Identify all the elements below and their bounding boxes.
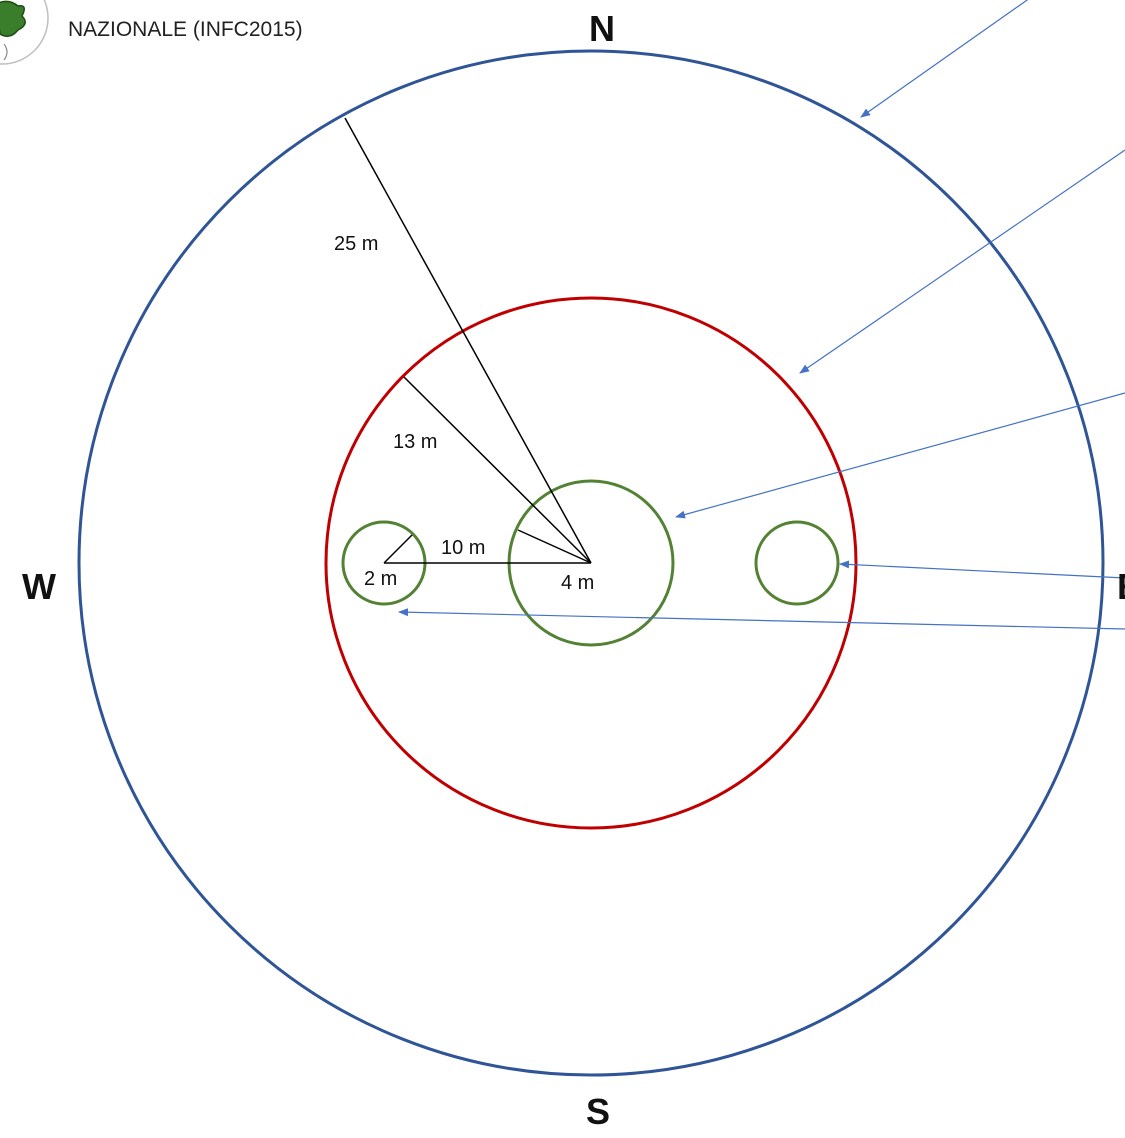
pointer-arrow-east-small bbox=[839, 560, 1125, 579]
pointer-arrow-middle bbox=[799, 149, 1125, 374]
label-radius-2m: 2 m bbox=[364, 568, 398, 590]
radius-line-13m bbox=[403, 376, 592, 564]
compass-south: S bbox=[586, 1091, 611, 1132]
green-seal-logo-icon bbox=[0, 0, 49, 65]
radius-line-4m bbox=[517, 529, 592, 564]
pointer-arrow-west-small bbox=[398, 608, 1125, 630]
compass-east-partial: E bbox=[1117, 569, 1125, 605]
header-title: NAZIONALE (INFC2015) bbox=[68, 18, 303, 41]
label-radius-25m: 25 m bbox=[334, 233, 379, 255]
label-offset-10m: 10 m bbox=[441, 537, 486, 559]
compass-north: N bbox=[589, 8, 615, 49]
east-small-circle-2m bbox=[754, 520, 840, 606]
middle-circle-13m bbox=[324, 296, 858, 830]
compass-west: W bbox=[22, 566, 56, 607]
pointer-arrow-center bbox=[675, 392, 1125, 519]
outer-circle-25m bbox=[77, 49, 1105, 1077]
label-radius-13m: 13 m bbox=[393, 431, 438, 453]
pointer-arrow-outer bbox=[860, 0, 1029, 118]
radius-line-2m bbox=[383, 534, 413, 564]
label-radius-4m: 4 m bbox=[561, 572, 595, 594]
radius-line-25m bbox=[344, 117, 592, 564]
